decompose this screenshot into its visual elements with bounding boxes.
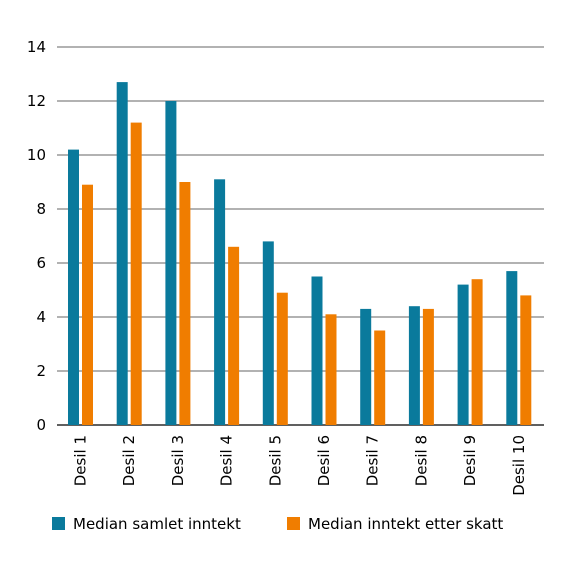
y-tick-label: 4	[36, 308, 46, 326]
gridlines	[57, 46, 544, 426]
bar-samlet-5	[262, 241, 274, 425]
x-tick-label: Desil 6	[315, 435, 333, 486]
legend-swatch-2	[287, 517, 300, 530]
bar-samlet-9	[457, 284, 469, 425]
legend-swatch-1	[52, 517, 65, 530]
bars	[68, 82, 532, 425]
bar-samlet-3	[165, 101, 177, 425]
bar-etter-skatt-10	[520, 295, 532, 425]
bar-samlet-4	[214, 179, 226, 425]
y-tick-label: 10	[27, 146, 46, 164]
y-tick-label: 14	[27, 38, 46, 56]
y-tick-label: 8	[36, 200, 46, 218]
bar-samlet-7	[360, 308, 372, 425]
bar-etter-skatt-6	[325, 314, 337, 425]
y-tick-label: 2	[36, 362, 46, 380]
bar-etter-skatt-2	[130, 122, 142, 425]
bar-etter-skatt-3	[179, 182, 191, 425]
x-tick-label: Desil 7	[364, 435, 382, 486]
bar-etter-skatt-7	[374, 330, 386, 425]
bar-etter-skatt-8	[422, 308, 434, 425]
y-tick-label: 12	[27, 92, 46, 110]
bar-samlet-1	[68, 149, 79, 425]
x-tick-label: Desil 5	[266, 435, 284, 486]
legend-label-2: Median inntekt etter skatt	[308, 515, 503, 533]
bar-etter-skatt-9	[471, 279, 483, 425]
x-tick-label: Desil 4	[218, 435, 236, 486]
x-tick-label: Desil 1	[72, 435, 90, 486]
bar-samlet-10	[506, 271, 518, 425]
bar-samlet-6	[311, 276, 323, 425]
y-tick-label: 6	[36, 254, 46, 272]
legend-label-1: Median samlet inntekt	[73, 515, 241, 533]
x-axis-ticks: Desil 1 Desil 2 Desil 3 Desil 4 Desil 5 Desil…	[72, 435, 528, 496]
y-tick-label: 0	[36, 416, 46, 434]
bar-etter-skatt-5	[276, 292, 288, 425]
bar-samlet-8	[408, 306, 420, 425]
x-tick-label: Desil 3	[169, 435, 187, 486]
bar-etter-skatt-1	[82, 184, 93, 425]
x-tick-label: Desil 10	[510, 435, 528, 496]
bar-samlet-2	[116, 82, 128, 425]
x-tick-label: Desil 8	[412, 435, 430, 486]
x-tick-label: Desil 2	[120, 435, 138, 486]
legend: Median samlet inntekt Median inntekt ette…	[52, 515, 503, 533]
x-tick-label: Desil 9	[461, 435, 479, 486]
bar-etter-skatt-4	[228, 246, 240, 425]
y-axis-ticks: 0 2 4 6 8 10 12 14	[27, 38, 46, 434]
